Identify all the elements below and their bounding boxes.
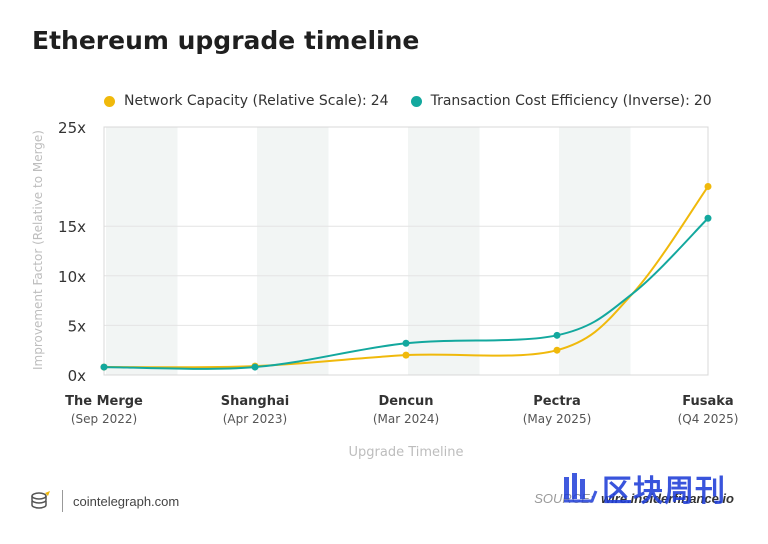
watermark-logo-icon: [564, 473, 598, 503]
footer-divider: [62, 490, 63, 512]
legend-marker-network-capacity: [104, 95, 115, 107]
data-point[interactable]: [402, 351, 410, 359]
y-tick-label: 25x: [58, 119, 86, 137]
data-point[interactable]: [402, 339, 410, 347]
x-tick-sublabel: (Apr 2023): [223, 412, 287, 426]
x-tick-sublabel: (Mar 2024): [373, 412, 439, 426]
x-tick-sublabel: (Sep 2022): [71, 412, 137, 426]
cointelegraph-logo-icon: [31, 491, 50, 509]
data-point[interactable]: [704, 183, 712, 191]
x-tick-sublabel: (Q4 2025): [678, 412, 739, 426]
watermark-text: 区块周刊: [602, 474, 726, 509]
data-point[interactable]: [553, 331, 561, 339]
x-axis-label: Upgrade Timeline: [349, 445, 464, 460]
shaded-band: [257, 127, 329, 375]
data-point[interactable]: [100, 363, 108, 371]
y-tick-label: 0x: [68, 367, 87, 385]
legend-label-transaction-cost: Transaction Cost Efficiency (Inverse):: [430, 93, 690, 109]
source-site-link[interactable]: wire.insiderfinance.io: [601, 491, 734, 506]
series-points: [100, 183, 712, 371]
x-axis-ticks: The Merge (Sep 2022) Shanghai (Apr 2023) Den…: [65, 394, 738, 426]
y-axis-ticks: 0x 5x 10x 15x 25x: [58, 119, 86, 385]
data-point[interactable]: [251, 363, 259, 371]
legend-item-transaction-cost[interactable]: Transaction Cost Efficiency (Inverse): 2…: [410, 93, 712, 109]
y-tick-label: 10x: [58, 268, 86, 286]
plot-border: [103, 126, 709, 376]
series-lines: [103, 185, 709, 370]
shaded-band: [559, 127, 631, 375]
legend-label-network-capacity: Network Capacity (Relative Scale):: [124, 93, 367, 109]
x-tick-label: Dencun: [378, 394, 433, 409]
y-tick-label: 15x: [58, 218, 86, 236]
shaded-band: [106, 127, 178, 375]
legend-marker-transaction-cost: [410, 95, 422, 107]
x-tick-label: Pectra: [533, 394, 580, 409]
chart-legend: Network Capacity (Relative Scale): 24 Tr…: [104, 93, 734, 109]
x-tick-label: Fusaka: [682, 394, 733, 409]
data-point[interactable]: [553, 346, 561, 354]
y-tick-label: 5x: [68, 317, 87, 335]
data-point[interactable]: [704, 214, 712, 222]
series-line: [103, 217, 709, 370]
brand-footer: cointelegraph.com: [30, 490, 179, 512]
legend-value-network-capacity: 24: [370, 93, 389, 109]
x-tick-label: Shanghai: [221, 394, 289, 409]
legend-item-network-capacity[interactable]: Network Capacity (Relative Scale): 24: [104, 93, 389, 109]
chart-title: Ethereum upgrade timeline: [32, 26, 420, 55]
y-axis-label: Improvement Factor (Relative to Merge): [31, 130, 45, 370]
watermark: 区块周刊: [562, 466, 726, 510]
footer-site-link[interactable]: cointelegraph.com: [73, 493, 180, 509]
x-tick-sublabel: (May 2025): [523, 412, 592, 426]
shaded-bands: [106, 127, 631, 375]
x-tick-label: The Merge: [65, 394, 143, 409]
legend-value-transaction-cost: 20: [693, 93, 712, 109]
shaded-band: [408, 127, 480, 375]
series-line: [103, 185, 709, 369]
